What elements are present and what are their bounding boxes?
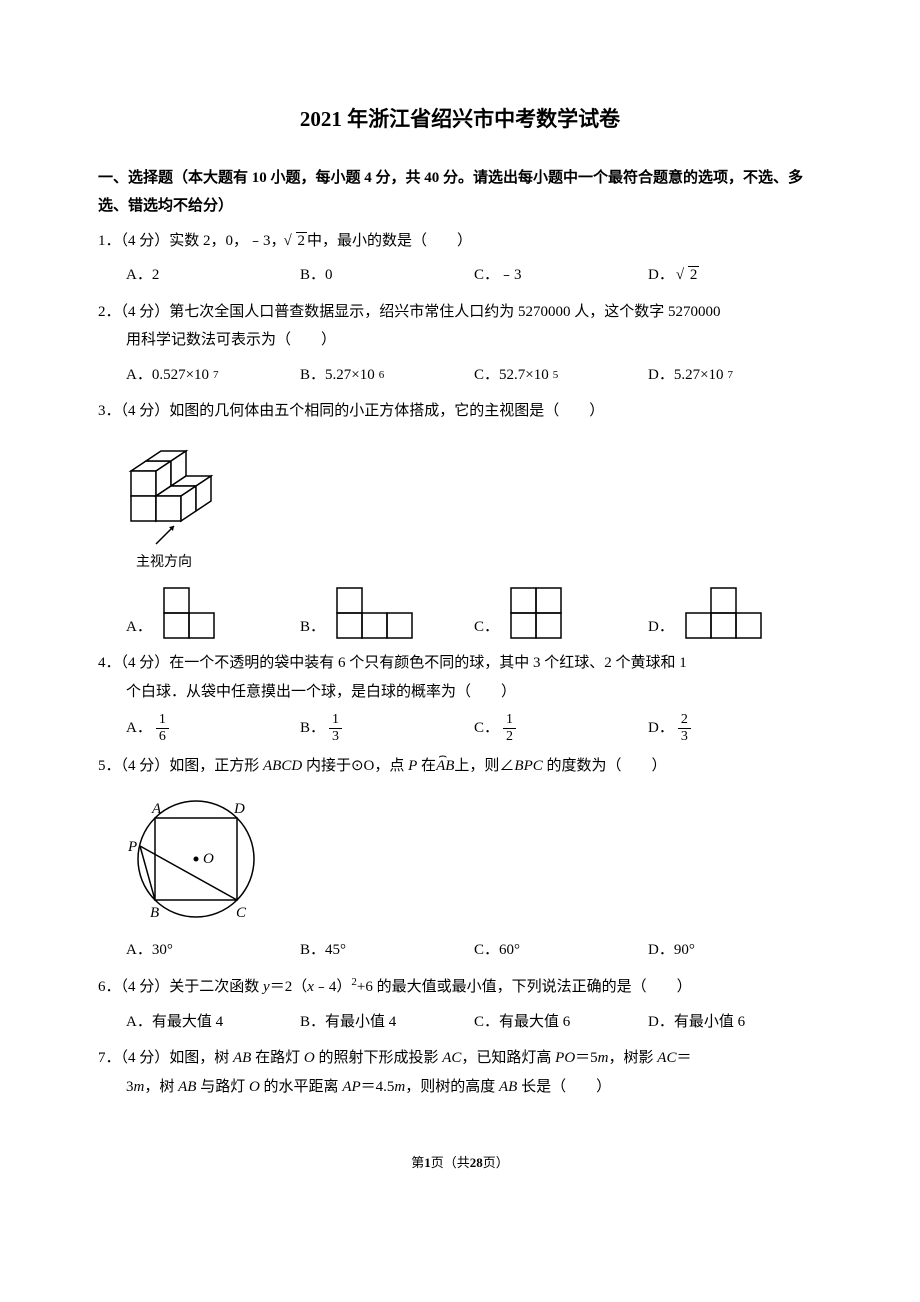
q5-pre: 5．（4 分）如图，正方形 [98, 758, 263, 774]
q2-opt-c: C．52.7×105 [474, 361, 648, 390]
q5-opt-c: C．60° [474, 936, 648, 965]
q2-text: 2．（4 分）第七次全国人口普查数据显示，绍兴市常住人口约为 5270000 人… [98, 298, 822, 327]
svg-text:A: A [151, 801, 162, 817]
section-header: 一、选择题（本大题有 10 小题，每小题 4 分，共 40 分。请选出每小题中一… [98, 164, 822, 221]
exam-title: 2021 年浙江省绍兴市中考数学试卷 [98, 100, 822, 140]
q3-opt-b-figure [335, 586, 415, 641]
q2-opt-d: D．5.27×107 [648, 361, 822, 390]
q5-opt-d: D．90° [648, 936, 822, 965]
q6-opt-b: B．有最小值 4 [300, 1008, 474, 1037]
svg-text:O: O [203, 851, 214, 867]
svg-text:C: C [236, 905, 247, 921]
q3-opt-d: D． [648, 586, 822, 641]
q1-opt-d: D．2 [648, 261, 822, 290]
q4-options: A． 16 B． 13 C． 12 D． 23 [126, 712, 822, 744]
q2-opt-a: A．0.527×107 [126, 361, 300, 390]
question-5: 5．（4 分）如图，正方形 ABCD 内接于⊙O，点 P 在AB上，则∠BPC … [98, 752, 822, 781]
q4-cont: 个白球．从袋中任意摸出一个球，是白球的概率为（ ） [126, 678, 822, 707]
question-7: 7．（4 分）如图，树 AB 在路灯 O 的照射下形成投影 AC，已知路灯高 P… [98, 1044, 822, 1101]
q5-figure: A D P O B C [126, 791, 822, 926]
q3-opt-d-figure [684, 586, 764, 641]
q3-opt-c-figure [509, 586, 564, 641]
q3-opt-a: A． [126, 586, 300, 641]
svg-text:B: B [150, 905, 159, 921]
page-footer: 第1页（共28页） [98, 1151, 822, 1176]
q5-opt-a: A．30° [126, 936, 300, 965]
q4-text: 4．（4 分）在一个不透明的袋中装有 6 个只有颜色不同的球，其中 3 个红球、… [98, 649, 822, 678]
q1-opt-a: A．2 [126, 261, 300, 290]
q6-opt-c: C．有最大值 6 [474, 1008, 648, 1037]
q3-figure: 主视方向 [126, 436, 822, 577]
svg-text:P: P [127, 839, 137, 855]
q3-opt-a-figure [162, 586, 217, 641]
q3-options: A． B． C． [126, 586, 822, 641]
q3-opt-c: C． [474, 586, 648, 641]
q4-opt-a: A． 16 [126, 712, 300, 744]
question-1: 1．（4 分）实数 2，0，﹣3，2中，最小的数是（ ） [98, 227, 822, 256]
q5-circle-figure: A D P O B C [126, 791, 266, 926]
q4-opt-c: C． 12 [474, 712, 648, 744]
q1-text: 1．（4 分）实数 2，0，﹣3， [98, 233, 286, 249]
q2-options: A．0.527×107 B．5.27×106 C．52.7×105 D．5.27… [126, 361, 822, 390]
q6-opt-a: A．有最大值 4 [126, 1008, 300, 1037]
svg-text:D: D [233, 801, 245, 817]
q3-view-label: 主视方向 [136, 550, 822, 577]
q1-text2: 中，最小的数是（ ） [307, 233, 472, 249]
q6-opt-d: D．有最小值 6 [648, 1008, 822, 1037]
question-4: 4．（4 分）在一个不透明的袋中装有 6 个只有颜色不同的球，其中 3 个红球、… [98, 649, 822, 706]
q4-opt-d: D． 23 [648, 712, 822, 744]
q1-options: A．2 B．0 C．﹣3 D．2 [126, 261, 822, 290]
question-6: 6．（4 分）关于二次函数 y＝2（x﹣4）2+6 的最大值或最小值，下列说法正… [98, 972, 822, 1002]
q3-solid-figure [126, 436, 246, 546]
q1-opt-b: B．0 [300, 261, 474, 290]
question-2: 2．（4 分）第七次全国人口普查数据显示，绍兴市常住人口约为 5270000 人… [98, 298, 822, 355]
q6-options: A．有最大值 4 B．有最小值 4 C．有最大值 6 D．有最小值 6 [126, 1008, 822, 1037]
q5-options: A．30° B．45° C．60° D．90° [126, 936, 822, 965]
q2-cont: 用科学记数法可表示为（ ） [126, 326, 822, 355]
q3-text: 3．（4 分）如图的几何体由五个相同的小正方体搭成，它的主视图是（ ） [98, 403, 604, 419]
q3-opt-b: B． [300, 586, 474, 641]
q4-opt-b: B． 13 [300, 712, 474, 744]
q1-opt-c: C．﹣3 [474, 261, 648, 290]
question-3: 3．（4 分）如图的几何体由五个相同的小正方体搭成，它的主视图是（ ） [98, 397, 822, 426]
q5-opt-b: B．45° [300, 936, 474, 965]
q2-opt-b: B．5.27×106 [300, 361, 474, 390]
